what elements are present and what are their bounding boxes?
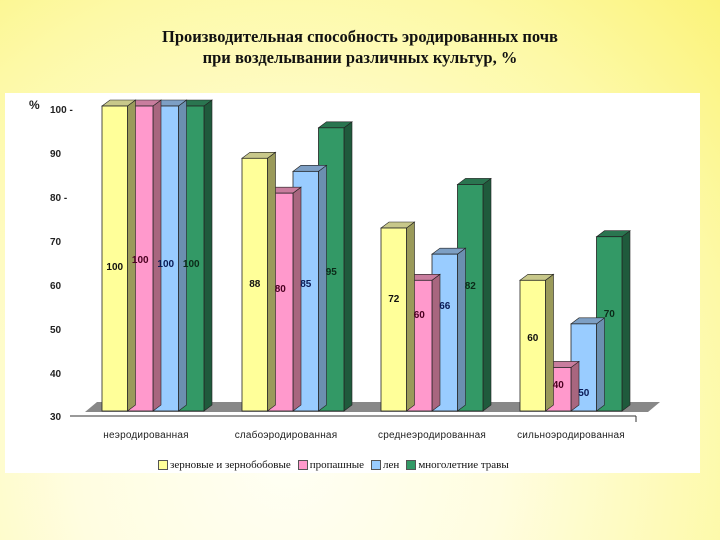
value-label: 70	[604, 309, 616, 320]
y-tick-60: 60	[50, 281, 62, 292]
legend-swatch-green	[406, 460, 417, 470]
value-label: 60	[527, 333, 539, 344]
value-label: 85	[300, 279, 312, 290]
value-label: 100	[106, 262, 123, 273]
value-label: 82	[465, 281, 477, 292]
chart-title-line-2: при возделывании различных культур, %	[202, 48, 518, 67]
value-label: 100	[132, 255, 149, 266]
legend-item-row-crops: пропашные	[297, 459, 364, 471]
y-tick-90: 90	[50, 149, 62, 160]
value-label: 95	[326, 267, 338, 278]
value-label: 100	[157, 259, 174, 270]
y-tick-100: 100 -	[50, 105, 73, 116]
bar-2-0	[380, 221, 416, 412]
y-tick-80: 80 -	[50, 193, 68, 204]
chart-title: Производительная способность эродированн…	[0, 26, 720, 68]
value-label: 88	[249, 279, 261, 290]
x-label-moderately-eroded: среднеэродированная	[378, 430, 486, 441]
chart-title-line-1: Производительная способность эродированн…	[162, 27, 558, 46]
legend-item-perennial-grasses: многолетние травы	[406, 459, 509, 471]
value-label: 72	[388, 294, 400, 305]
value-label: 80	[275, 284, 287, 295]
y-axis-unit: %	[29, 98, 40, 112]
legend-swatch-yellow	[158, 460, 168, 470]
bar-1-0	[241, 151, 277, 412]
value-label: 40	[553, 380, 565, 391]
bars-group: 100 100 100 100 88 80 85 95 72 60 66 82 60 40 50 70	[101, 99, 631, 412]
value-label: 50	[578, 388, 590, 399]
legend-swatch-blue	[371, 460, 382, 470]
value-label: 100	[183, 259, 200, 270]
x-label-slightly-eroded: слабоэродированная	[234, 430, 338, 441]
x-label-strongly-eroded: сильноэродированная	[517, 430, 625, 441]
value-label: 66	[439, 301, 451, 312]
y-tick-50: 50	[50, 325, 62, 336]
x-label-uneroded: неэродированная	[103, 430, 189, 441]
y-tick-30: 30	[50, 412, 62, 423]
y-tick-40: 40	[50, 369, 62, 380]
bar-3-0	[519, 273, 555, 412]
chart-floor	[85, 402, 660, 412]
legend-swatch-pink	[297, 460, 308, 470]
chart-legend: зерновые и зернобобовые пропашные лен мн…	[158, 459, 513, 471]
legend-item-grain: зерновые и зернобобовые	[158, 459, 291, 471]
y-tick-70: 70	[50, 237, 62, 248]
legend-item-flax: лен	[371, 459, 399, 471]
bar-0-0	[101, 99, 137, 412]
value-label: 60	[414, 310, 426, 321]
